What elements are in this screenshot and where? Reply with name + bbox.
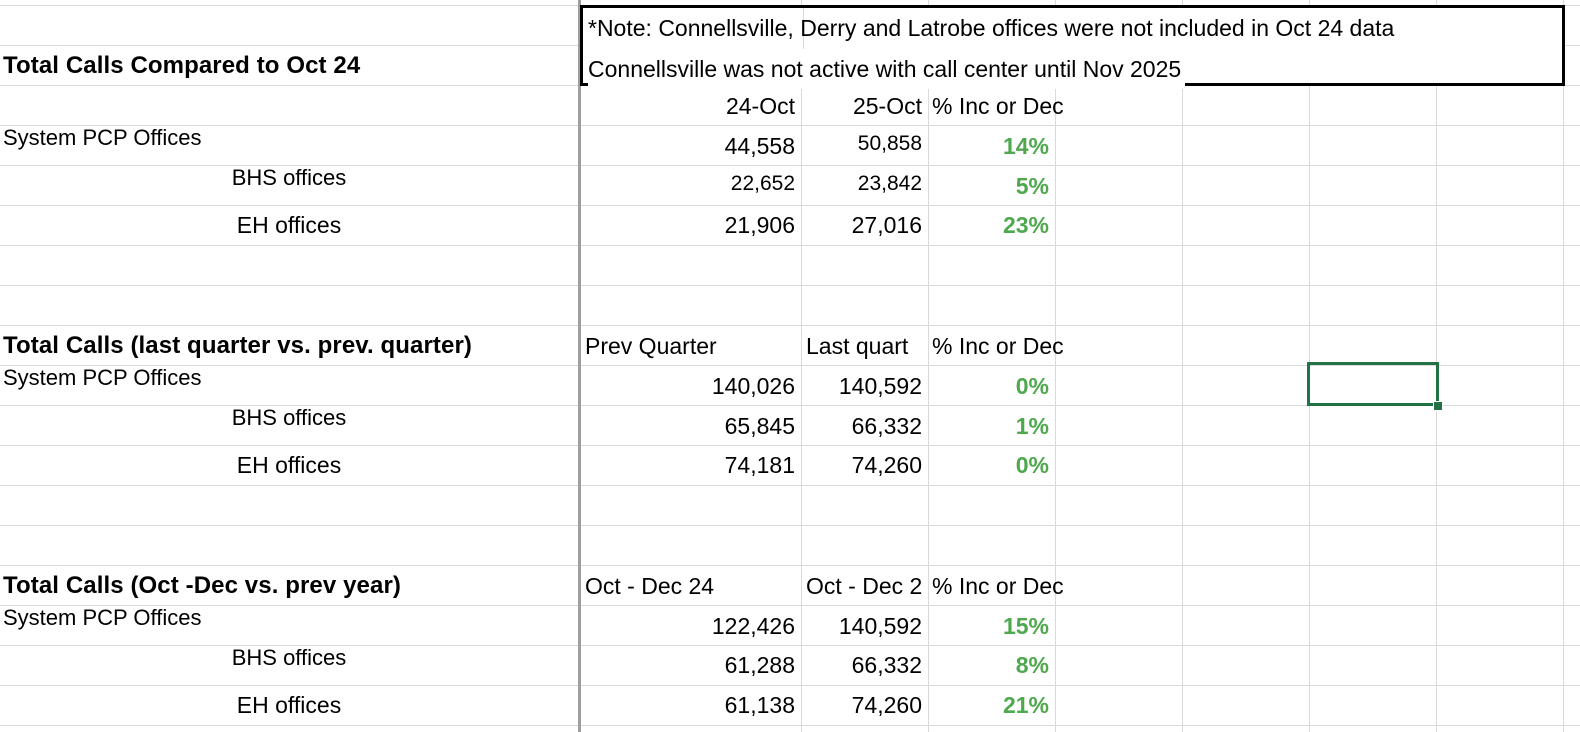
section-title-year-comparison[interactable]: Total Calls (Oct -Dec vs. prev year) [3, 572, 401, 599]
row-label-eh[interactable]: EH offices [236, 692, 342, 718]
value-last-quarter-bhs[interactable]: 66,332 [851, 413, 922, 439]
gridline [1055, 0, 1056, 732]
column-header-25-oct[interactable]: 25-Oct [852, 93, 922, 119]
gridline [0, 165, 1580, 166]
pct-change-bhs[interactable]: 8% [1015, 652, 1049, 678]
gridline [0, 685, 1580, 686]
column-header-24-oct[interactable]: 24-Oct [725, 93, 795, 119]
pct-change-bhs[interactable]: 1% [1015, 413, 1049, 439]
pct-change-bhs[interactable]: 5% [1015, 173, 1049, 199]
column-header-prev-quarter[interactable]: Prev Quarter [585, 333, 717, 359]
row-label-system-pcp[interactable]: System PCP Offices [3, 605, 202, 630]
column-header-pct-change[interactable]: % Inc or Dec [932, 573, 1064, 599]
pct-change-eh[interactable]: 23% [1002, 212, 1049, 238]
note-box[interactable]: *Note: Connellsville, Derry and Latrobe … [580, 5, 1565, 89]
gridline [0, 525, 1580, 526]
gridline [1182, 0, 1183, 732]
value-oct-dec-25-eh[interactable]: 74,260 [851, 692, 922, 718]
value-oct-dec-25-system-pcp[interactable]: 140,592 [838, 613, 922, 639]
column-header-last-quarter[interactable]: Last quart [806, 333, 909, 359]
row-label-bhs[interactable]: BHS offices [231, 165, 347, 190]
gridline [1563, 0, 1564, 732]
note-line-2[interactable]: Connellsville was not active with call c… [588, 49, 1186, 89]
section-title-oct-comparison[interactable]: Total Calls Compared to Oct 24 [3, 52, 361, 79]
gridline [0, 365, 1580, 366]
gridline [0, 445, 1580, 446]
value-24-oct-eh[interactable]: 21,906 [724, 212, 795, 238]
gridline [0, 125, 1580, 126]
gridline [0, 245, 1580, 246]
pct-change-system-pcp[interactable]: 14% [1002, 133, 1049, 159]
value-oct-dec-24-system-pcp[interactable]: 122,426 [711, 613, 795, 639]
gridline [0, 405, 1580, 406]
pct-change-system-pcp[interactable]: 0% [1015, 373, 1049, 399]
gridline [0, 725, 1580, 726]
column-header-oct-dec-24[interactable]: Oct - Dec 24 [585, 573, 715, 599]
gridline [0, 325, 1580, 326]
gridline [0, 645, 1580, 646]
selected-cell[interactable] [1307, 362, 1439, 406]
row-label-eh[interactable]: EH offices [236, 212, 342, 238]
row-label-system-pcp[interactable]: System PCP Offices [3, 125, 202, 150]
gridline [0, 205, 1580, 206]
value-24-oct-system-pcp[interactable]: 44,558 [724, 133, 795, 159]
value-oct-dec-24-bhs[interactable]: 61,288 [724, 652, 795, 678]
value-last-quarter-system-pcp[interactable]: 140,592 [838, 373, 922, 399]
section-title-quarter-comparison[interactable]: Total Calls (last quarter vs. prev. quar… [3, 332, 472, 359]
gridline [801, 0, 802, 732]
value-prev-quarter-eh[interactable]: 74,181 [724, 452, 795, 478]
fill-handle[interactable] [1433, 401, 1443, 411]
gridline [0, 285, 1580, 286]
pct-change-system-pcp[interactable]: 15% [1002, 613, 1049, 639]
value-last-quarter-eh[interactable]: 74,260 [851, 452, 922, 478]
column-header-pct-change[interactable]: % Inc or Dec [932, 93, 1064, 119]
gridline [0, 565, 1580, 566]
value-oct-dec-24-eh[interactable]: 61,138 [724, 692, 795, 718]
pct-change-eh[interactable]: 21% [1002, 692, 1049, 718]
row-label-system-pcp[interactable]: System PCP Offices [3, 365, 202, 390]
gridline [928, 0, 929, 732]
value-25-oct-system-pcp[interactable]: 50,858 [857, 132, 922, 155]
freeze-pane-divider[interactable] [578, 0, 581, 732]
gridline [0, 605, 1580, 606]
row-label-eh[interactable]: EH offices [236, 452, 342, 478]
pct-change-eh[interactable]: 0% [1015, 452, 1049, 478]
value-25-oct-eh[interactable]: 27,016 [851, 212, 922, 238]
value-prev-quarter-bhs[interactable]: 65,845 [724, 413, 795, 439]
column-header-oct-dec-25[interactable]: Oct - Dec 2 [806, 573, 923, 599]
gridline [0, 485, 1580, 486]
value-24-oct-bhs[interactable]: 22,652 [730, 172, 795, 195]
value-prev-quarter-system-pcp[interactable]: 140,026 [711, 373, 795, 399]
value-oct-dec-25-bhs[interactable]: 66,332 [851, 652, 922, 678]
row-label-bhs[interactable]: BHS offices [231, 405, 347, 430]
row-label-bhs[interactable]: BHS offices [231, 645, 347, 670]
gridline [803, 8, 804, 83]
value-25-oct-bhs[interactable]: 23,842 [857, 172, 922, 195]
column-header-pct-change[interactable]: % Inc or Dec [932, 333, 1064, 359]
note-line-1[interactable]: *Note: Connellsville, Derry and Latrobe … [588, 15, 1395, 41]
